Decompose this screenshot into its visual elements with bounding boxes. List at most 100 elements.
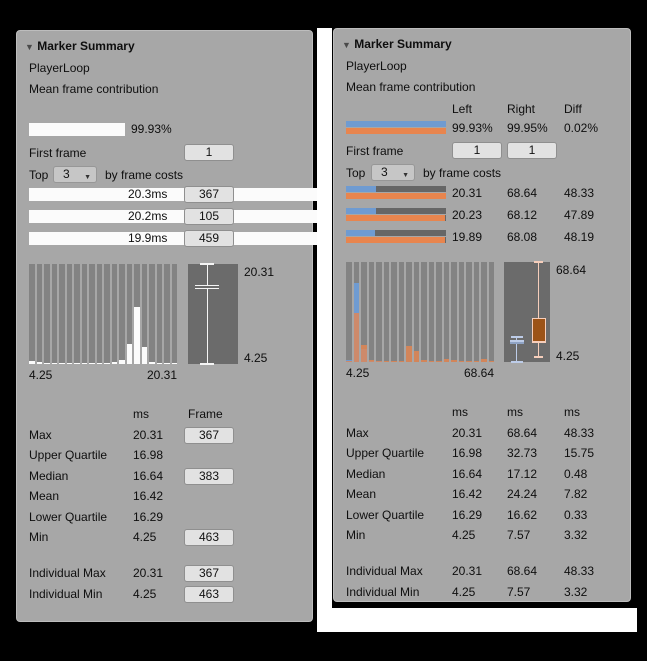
row-label: Median [29,469,69,483]
row-left: 16.98 [452,446,483,460]
left-series-bar [346,121,446,127]
row-diff: 15.75 [564,446,595,460]
row-left: 16.64 [452,467,483,481]
frame-number-button[interactable]: 367 [184,186,234,203]
frame-number-button[interactable]: 463 [184,529,234,546]
contribution-left: 99.93% [452,121,493,135]
column-header-diff: Diff [564,102,582,116]
row-ms: 4.25 [133,587,157,601]
row-diff: 0.33 [564,508,588,522]
row-right: 16.62 [507,508,538,522]
top-label: Top [346,166,366,180]
row-left: 20.31 [452,564,483,578]
subtitle: Mean frame contribution [29,82,159,96]
frame-cost-ms: 20.2ms [128,209,168,223]
frame-cost-bar [29,188,324,201]
table-header-ms-left: ms [452,405,468,419]
row-label: Min [29,530,49,544]
row-ms: 16.42 [133,489,164,503]
top-n-dropdown[interactable]: 3 ▼ [53,166,97,183]
foldout-triangle-icon[interactable]: ▼ [342,40,351,50]
marker-name: PlayerLoop [29,61,90,75]
row-ms: 20.31 [133,566,164,580]
contribution-diff: 0.02% [564,121,599,135]
value-diff: 48.33 [564,186,595,200]
screenshot-margin-left [317,28,332,632]
frame-number-button[interactable]: 105 [184,208,234,225]
frame-number-button[interactable]: 383 [184,468,234,485]
foldout-triangle-icon[interactable]: ▼ [25,42,34,52]
row-right: 68.64 [507,564,538,578]
frame-cost-ms: 19.9ms [128,231,168,245]
table-header-frame: Frame [188,407,223,421]
frame-cost-bar-comparison [346,208,446,221]
row-label: Individual Min [29,587,103,601]
histogram-max-label: 20.31 [146,368,177,382]
left-series-bar [346,186,376,192]
frame-number-button[interactable]: 463 [184,586,234,603]
column-header-left: Left [452,102,473,116]
first-frame-label: First frame [346,144,404,158]
table-header-ms-diff: ms [564,405,580,419]
row-diff: 3.32 [564,528,588,542]
frame-number-button[interactable]: 459 [184,230,234,247]
value-diff: 47.89 [564,208,595,222]
left-series-bar [346,230,375,236]
panel-header: ▼ Marker Summary [25,38,135,54]
left-series-bar [346,208,376,214]
row-label: Lower Quartile [346,508,425,522]
chevron-down-icon: ▼ [84,174,91,181]
row-ms: 16.98 [133,448,164,462]
frame-time-histogram [29,264,177,364]
row-diff: 48.33 [564,564,595,578]
row-diff: 7.82 [564,487,588,501]
boxplot-max-label: 68.64 [556,263,587,277]
first-frame-button[interactable]: 1 [184,144,234,161]
row-left: 16.29 [452,508,483,522]
contribution-bar-comparison [346,121,446,134]
first-frame-label: First frame [29,146,87,160]
frame-cost-bar-comparison [346,230,446,243]
frame-cost-ms: 20.3ms [128,187,168,201]
marker-summary-panel-comparison: ▼ Marker Summary PlayerLoop Mean frame c… [333,28,631,602]
row-label: Individual Max [346,564,423,578]
boxplot-max-label: 20.31 [244,265,275,279]
row-label: Mean [29,489,60,503]
value-left: 19.89 [452,230,483,244]
value-right: 68.64 [507,186,538,200]
row-label: Upper Quartile [29,448,108,462]
value-left: 20.31 [452,186,483,200]
contribution-right: 99.95% [507,121,548,135]
marker-summary-panel-single: ▼ Marker Summary PlayerLoop Mean frame c… [16,30,324,622]
boxplot-min-label: 4.25 [244,351,268,365]
row-left: 16.42 [452,487,483,501]
row-diff: 48.33 [564,426,595,440]
boxplot-min-label: 4.25 [556,349,580,363]
row-left: 4.25 [452,585,476,599]
frame-time-boxplot [188,263,238,365]
panel-header: ▼ Marker Summary [342,36,452,52]
right-series-bar [346,215,446,221]
first-frame-left-button[interactable]: 1 [452,142,502,159]
row-right: 7.57 [507,585,531,599]
screenshot-margin-bottom [317,608,637,632]
value-right: 68.08 [507,230,538,244]
row-ms: 4.25 [133,530,157,544]
table-header-ms-right: ms [507,405,523,419]
row-label: Upper Quartile [346,446,425,460]
row-label: Mean [346,487,377,501]
top-n-value: 3 [63,167,70,181]
histogram-min-label: 4.25 [29,368,53,382]
frame-number-button[interactable]: 367 [184,565,234,582]
top-n-dropdown[interactable]: 3 ▼ [371,164,415,181]
frame-number-button[interactable]: 367 [184,427,234,444]
chevron-down-icon: ▼ [402,172,409,179]
row-right: 68.64 [507,426,538,440]
row-label: Individual Max [29,566,106,580]
first-frame-right-button[interactable]: 1 [507,142,557,159]
subtitle: Mean frame contribution [346,80,476,94]
frame-cost-bar [29,210,323,223]
row-diff: 0.48 [564,467,588,481]
row-diff: 3.32 [564,585,588,599]
row-right: 32.73 [507,446,538,460]
